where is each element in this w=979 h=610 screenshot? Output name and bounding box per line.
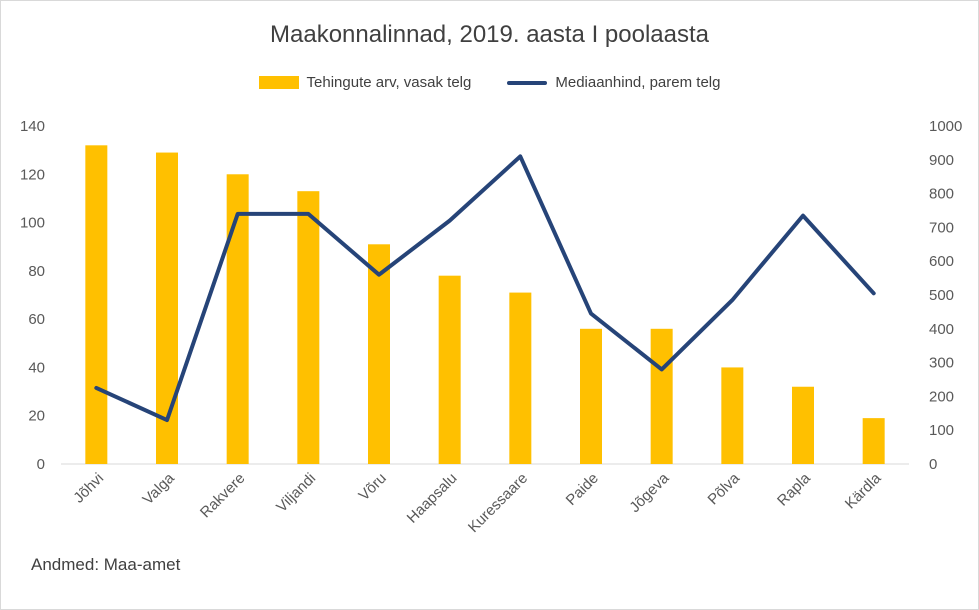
- y-right-tick-label: 600: [929, 253, 954, 270]
- bar: [792, 386, 814, 464]
- bar: [509, 292, 532, 464]
- y-right-tick-label: 700: [929, 219, 954, 236]
- legend-item-line: Mediaanhind, parem telg: [507, 74, 720, 91]
- x-tick-label: Viljandi: [273, 470, 319, 516]
- x-tick-label: Põlva: [705, 469, 744, 508]
- x-tick-label: Kuressaare: [465, 470, 531, 536]
- bar: [226, 174, 249, 465]
- y-right-tick-label: 0: [929, 456, 937, 473]
- x-tick-label: Võru: [355, 470, 389, 504]
- legend-item-bars: Tehingute arv, vasak telg: [258, 74, 472, 91]
- y-left-tick-label: 60: [28, 311, 45, 328]
- y-left-tick-label: 80: [28, 263, 45, 280]
- chart-legend: Tehingute arv, vasak telg Mediaanhind, p…: [1, 74, 978, 91]
- bar: [85, 145, 108, 465]
- y-right-tick-label: 100: [929, 422, 954, 439]
- y-left-tick-label: 20: [28, 408, 45, 425]
- y-right-tick-label: 400: [929, 321, 954, 338]
- median-price-line: [94, 154, 876, 423]
- y-left-tick-label: 120: [20, 166, 45, 183]
- x-tick-label: Haapsalu: [404, 470, 461, 527]
- y-left-tick-label: 140: [20, 118, 45, 135]
- bar: [297, 191, 320, 464]
- y-right-tick-label: 200: [929, 388, 954, 405]
- bar: [368, 244, 390, 464]
- x-tick-label: Rapla: [774, 469, 814, 509]
- bar: [438, 275, 461, 464]
- bar: [156, 152, 178, 465]
- x-tick-label: Valga: [139, 469, 178, 508]
- y-left-tick-label: 100: [20, 215, 45, 232]
- y-right-tick-label: 500: [929, 287, 954, 304]
- bar: [721, 367, 744, 464]
- legend-bar-swatch: [258, 76, 299, 89]
- bar: [580, 328, 602, 464]
- legend-label-line: Mediaanhind, parem telg: [555, 74, 721, 91]
- source-note: Andmed: Maa-amet: [31, 555, 181, 574]
- y-right-tick-label: 300: [929, 355, 954, 372]
- x-tick-label: Jõgeva: [626, 469, 673, 516]
- x-tick-label: Paide: [563, 470, 602, 509]
- chart-title: Maakonnalinnad, 2019. aasta I poolaasta: [270, 21, 709, 48]
- y-left-tick-label: 40: [28, 359, 45, 376]
- y-right-tick-label: 800: [929, 186, 954, 203]
- y-left-tick-label: 0: [37, 456, 45, 473]
- bar: [862, 418, 885, 464]
- y-right-tick-label: 900: [929, 152, 954, 169]
- x-tick-label: Kärdla: [842, 469, 885, 512]
- bar: [650, 328, 673, 464]
- x-tick-label: Rakvere: [197, 470, 249, 522]
- legend-label-bars: Tehingute arv, vasak telg: [306, 74, 472, 91]
- y-right-tick-label: 1000: [929, 118, 962, 135]
- x-tick-label: Jõhvi: [70, 470, 107, 507]
- legend-line-swatch: [507, 80, 548, 85]
